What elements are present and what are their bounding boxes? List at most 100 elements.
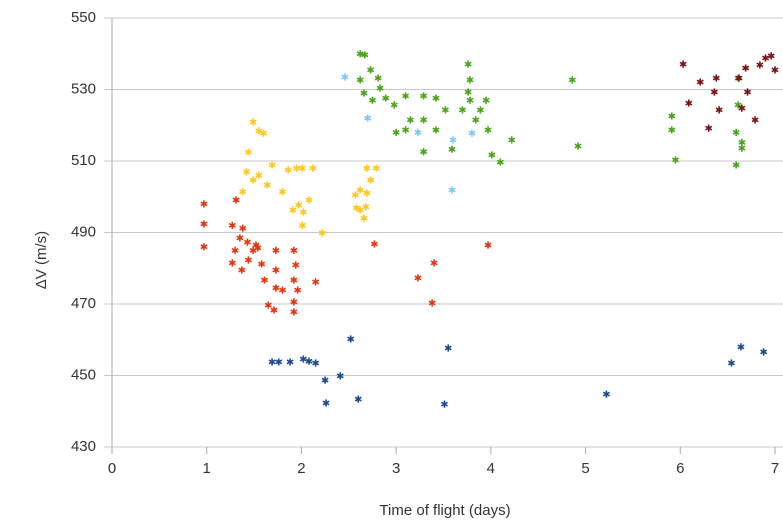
data-point bbox=[767, 52, 775, 60]
data-point bbox=[448, 186, 456, 194]
data-point bbox=[756, 61, 764, 69]
data-point bbox=[242, 168, 251, 176]
data-point bbox=[239, 188, 247, 196]
data-point bbox=[464, 88, 472, 96]
data-point bbox=[392, 128, 400, 136]
data-point bbox=[715, 106, 723, 114]
data-point bbox=[260, 129, 268, 137]
data-point bbox=[244, 256, 252, 264]
x-tick-label: 0 bbox=[108, 460, 116, 477]
data-point bbox=[305, 357, 313, 365]
data-point bbox=[278, 188, 287, 196]
data-point bbox=[744, 88, 752, 96]
data-point bbox=[239, 224, 247, 232]
data-point bbox=[263, 181, 271, 189]
data-point bbox=[255, 171, 263, 179]
data-point bbox=[360, 89, 368, 97]
data-point bbox=[351, 191, 359, 199]
data-point bbox=[360, 214, 368, 222]
data-point bbox=[420, 148, 428, 156]
data-point bbox=[244, 148, 252, 156]
data-point bbox=[299, 208, 307, 216]
data-point bbox=[466, 96, 474, 104]
y-tick-label: 530 bbox=[71, 80, 96, 97]
data-point bbox=[249, 118, 257, 126]
data-point bbox=[232, 196, 240, 204]
data-point bbox=[321, 376, 329, 384]
data-point bbox=[363, 164, 371, 172]
data-point bbox=[367, 176, 375, 184]
data-point bbox=[712, 74, 720, 82]
data-point bbox=[420, 116, 428, 124]
data-point bbox=[738, 104, 746, 112]
data-point bbox=[440, 400, 448, 408]
data-point bbox=[732, 161, 740, 169]
x-tick-label: 6 bbox=[676, 460, 684, 477]
data-point bbox=[362, 203, 370, 211]
data-point bbox=[341, 73, 349, 81]
data-point bbox=[705, 124, 713, 132]
data-point bbox=[368, 96, 376, 104]
data-point bbox=[738, 138, 746, 147]
data-point bbox=[228, 221, 236, 229]
data-point bbox=[679, 60, 687, 68]
data-point bbox=[602, 390, 610, 398]
data-point bbox=[430, 259, 438, 267]
data-point bbox=[260, 276, 269, 284]
data-point bbox=[284, 166, 292, 174]
data-point bbox=[390, 101, 398, 109]
data-point bbox=[309, 164, 317, 172]
data-point bbox=[668, 126, 676, 134]
data-point bbox=[742, 64, 750, 72]
y-tick-label: 450 bbox=[71, 366, 96, 383]
data-point bbox=[294, 286, 302, 294]
data-point bbox=[441, 106, 449, 114]
data-point bbox=[238, 266, 246, 274]
data-point bbox=[356, 186, 364, 194]
x-tick-label: 4 bbox=[487, 460, 495, 477]
data-point bbox=[372, 164, 380, 172]
y-tick-label: 490 bbox=[71, 223, 96, 240]
data-point bbox=[231, 246, 239, 254]
data-point bbox=[508, 136, 516, 144]
data-point bbox=[289, 206, 297, 214]
data-point bbox=[771, 66, 779, 74]
data-point bbox=[264, 301, 272, 309]
data-point bbox=[363, 189, 371, 197]
data-point bbox=[468, 129, 476, 137]
data-point bbox=[275, 358, 283, 366]
x-axis-label: Time of flight (days) bbox=[379, 502, 510, 519]
data-point bbox=[574, 142, 582, 150]
data-point bbox=[482, 96, 490, 104]
data-point bbox=[727, 359, 735, 367]
data-point bbox=[336, 372, 344, 380]
data-point bbox=[356, 206, 364, 214]
y-axis-label: ΔV (m/s) bbox=[33, 231, 50, 289]
data-point bbox=[200, 220, 208, 228]
data-point bbox=[200, 200, 208, 208]
data-point bbox=[402, 126, 410, 134]
data-point bbox=[734, 101, 742, 109]
data-point bbox=[290, 298, 298, 306]
data-point bbox=[382, 94, 390, 102]
data-point bbox=[762, 54, 770, 62]
y-tick-label: 430 bbox=[71, 438, 96, 455]
data-point bbox=[356, 76, 364, 84]
data-point bbox=[318, 229, 326, 237]
data-point bbox=[290, 246, 298, 254]
data-point bbox=[258, 260, 266, 268]
data-point bbox=[228, 259, 236, 267]
data-point bbox=[760, 348, 768, 356]
data-point bbox=[668, 112, 676, 120]
data-point bbox=[298, 164, 306, 172]
data-point bbox=[376, 84, 384, 92]
data-point bbox=[293, 164, 301, 172]
data-point bbox=[243, 238, 251, 246]
data-point bbox=[488, 151, 496, 159]
data-point bbox=[292, 261, 300, 269]
data-point bbox=[432, 94, 440, 102]
data-point bbox=[370, 240, 378, 248]
x-tick-label: 5 bbox=[581, 460, 589, 477]
